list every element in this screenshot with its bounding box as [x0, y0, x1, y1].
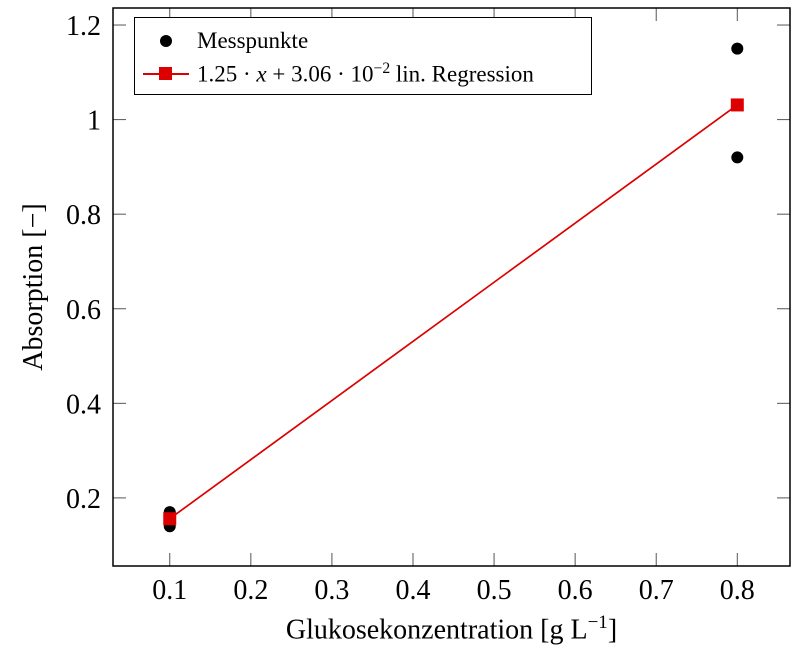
regression-line — [169, 104, 738, 520]
plot-frame — [112, 7, 791, 567]
legend-square-icon — [159, 67, 172, 80]
legend: Messpunkte 1.25 · x + 3.06 · 10−2 lin. R… — [134, 17, 592, 95]
legend-label-regression: 1.25 · x + 3.06 · 10−2 lin. Regression — [197, 60, 534, 88]
x-tick-label: 0.2 — [233, 575, 268, 606]
regression-variable: x — [256, 61, 267, 87]
regression-marker — [163, 512, 177, 526]
regression-marker — [730, 98, 744, 112]
legend-marker-cell — [135, 67, 197, 81]
legend-label-messpunkte: Messpunkte — [197, 28, 309, 53]
circle-marker-icon — [160, 35, 172, 47]
y-tick-label: 1 — [87, 106, 101, 137]
x-axis-label-text: Glukosekonzentration [g L — [285, 614, 588, 646]
x-tick-label: 0.8 — [720, 575, 755, 606]
regression-intercept: + 3.06 · 10 — [266, 61, 374, 87]
legend-item-messpunkte: Messpunkte — [135, 25, 591, 58]
x-tick-label: 0.1 — [152, 575, 187, 606]
regression-suffix: lin. Regression — [390, 61, 534, 87]
y-tick-label: 0.2 — [66, 484, 101, 515]
x-tick-label: 0.7 — [639, 575, 674, 606]
x-axis-label-exponent: −1 — [587, 612, 608, 633]
x-axis-label-close: ] — [607, 614, 618, 646]
square-line-marker-icon — [143, 67, 189, 81]
x-axis-label: Glukosekonzentration [g L−1] — [113, 612, 790, 646]
data-point — [731, 42, 744, 55]
y-tick-label: 0.8 — [66, 200, 101, 231]
x-tick-label: 0.4 — [395, 575, 430, 606]
y-axis-label: Absorption [−] — [18, 203, 49, 371]
regression-coefficient: 1.25 · — [197, 61, 257, 87]
y-tick-label: 0.4 — [66, 389, 101, 420]
data-point — [731, 151, 744, 164]
x-tick-label: 0.5 — [477, 575, 512, 606]
x-tick-label: 0.3 — [314, 575, 349, 606]
legend-item-regression: 1.25 · x + 3.06 · 10−2 lin. Regression — [135, 58, 591, 91]
x-tick-label: 0.6 — [558, 575, 593, 606]
legend-marker-cell — [135, 35, 197, 47]
y-tick-label: 1.2 — [66, 11, 101, 42]
regression-exponent: −2 — [373, 60, 391, 78]
y-tick-label: 0.6 — [66, 295, 101, 326]
